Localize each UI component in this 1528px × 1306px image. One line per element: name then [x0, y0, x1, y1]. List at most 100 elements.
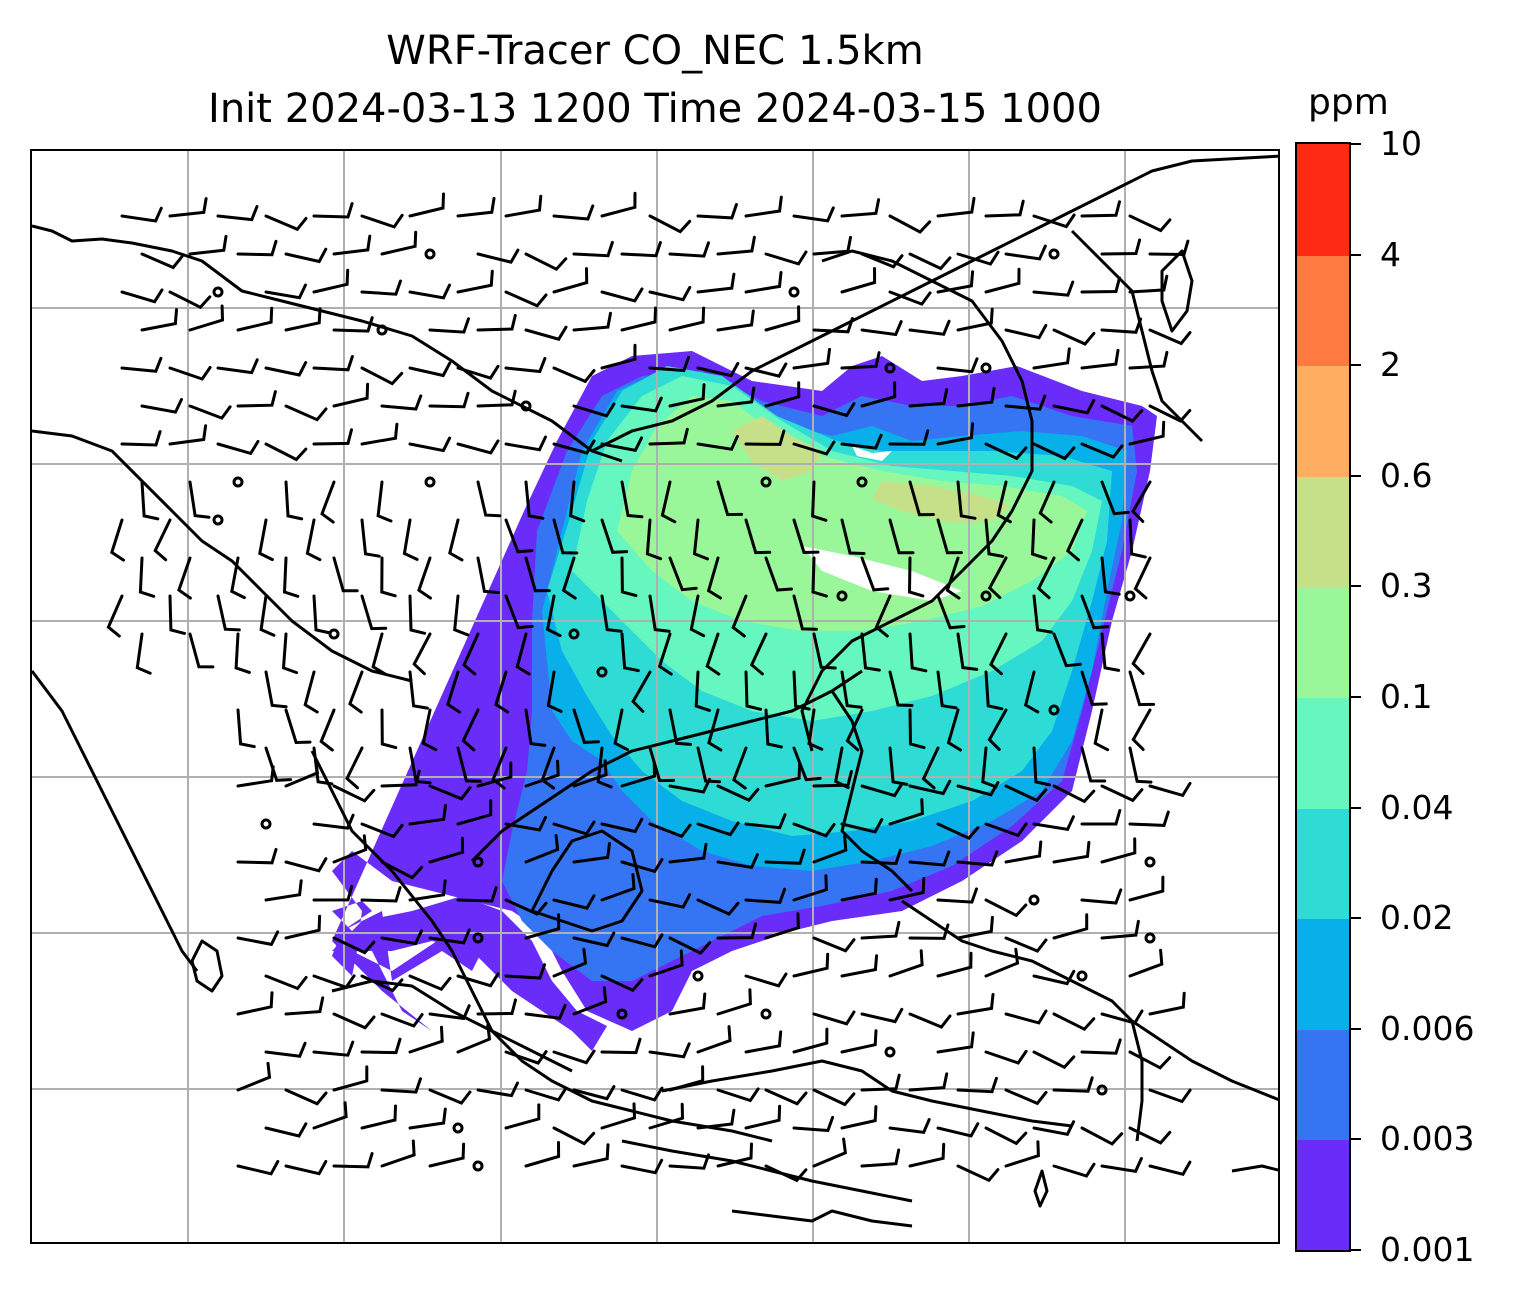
- wind-barb: [421, 708, 438, 752]
- wind-barb: [811, 480, 828, 522]
- wind-barb: [572, 240, 614, 258]
- wind-barb: [648, 949, 684, 978]
- colorbar-tick: [1351, 474, 1361, 477]
- wind-barb: [120, 356, 163, 373]
- wind-barb: [264, 361, 308, 377]
- wind-barb: [572, 311, 612, 332]
- wind-barb: [408, 436, 452, 453]
- wind-barb: [1080, 1038, 1122, 1055]
- colorbar-segment: [1297, 1028, 1349, 1141]
- wind-barb: [984, 518, 1005, 558]
- wind-barb: [936, 196, 976, 218]
- colorbar-segment: [1297, 807, 1349, 920]
- wind-barb: [1128, 274, 1169, 294]
- wind-barb: [476, 480, 502, 518]
- wind-barb: [792, 1115, 835, 1133]
- wind-barb: [936, 422, 975, 446]
- wind-barb: [1038, 480, 1056, 524]
- wind-barb: [332, 1152, 374, 1169]
- wind-barb: [332, 784, 376, 803]
- wind-barb: [945, 556, 961, 600]
- wind-barb: [1128, 518, 1147, 559]
- calm-wind-marker: [1144, 932, 1156, 944]
- wind-barb: [764, 762, 802, 788]
- wind-barb: [408, 879, 447, 902]
- wind-barb: [744, 972, 788, 988]
- wind-barb: [696, 203, 738, 220]
- wind-barb: [620, 1158, 664, 1175]
- wind-barb: [860, 782, 904, 798]
- calm-wind-marker: [424, 248, 436, 260]
- wind-barb: [504, 1103, 541, 1130]
- wind-barb: [504, 594, 534, 630]
- wind-barb: [456, 196, 496, 218]
- wind-barb: [744, 518, 772, 555]
- wind-barb: [1148, 1088, 1192, 1104]
- calm-wind-marker: [260, 818, 272, 830]
- wind-barb: [1080, 809, 1122, 826]
- wind-barb: [812, 770, 853, 788]
- calm-wind-marker: [1096, 1084, 1108, 1096]
- wind-barb: [524, 1086, 568, 1102]
- wind-barb: [812, 235, 852, 256]
- wind-barb: [696, 434, 739, 451]
- wind-barb: [705, 632, 721, 676]
- wind-barb: [936, 357, 979, 374]
- wind-barb: [668, 383, 706, 408]
- wind-barb: [552, 204, 595, 221]
- wind-barb: [1080, 200, 1121, 218]
- colorbar-tick-label: 0.02: [1380, 898, 1454, 938]
- wind-barb: [600, 974, 644, 993]
- wind-barb: [446, 670, 462, 714]
- calm-wind-marker: [856, 476, 868, 488]
- wind-barb: [860, 320, 903, 337]
- wind-barb: [524, 834, 560, 864]
- wind-barb: [888, 429, 930, 446]
- calm-wind-marker: [376, 324, 388, 336]
- wind-barb: [744, 429, 786, 446]
- wind-barb: [1032, 969, 1076, 986]
- colorbar-tick-label: 0.3: [1380, 566, 1433, 606]
- chart-title-line1: WRF-Tracer CO_NEC 1.5km: [386, 28, 924, 74]
- wind-barb: [303, 670, 319, 714]
- wind-barb: [264, 1041, 307, 1058]
- wind-barb: [956, 250, 1000, 266]
- wind-barb: [153, 518, 172, 562]
- wind-barb: [236, 765, 275, 788]
- wind-barb: [996, 480, 1012, 524]
- wind-barb: [908, 319, 951, 336]
- wind-barb: [668, 708, 693, 746]
- wind-barb: [764, 848, 806, 865]
- wind-barb: [476, 1081, 519, 1098]
- wind-barb: [264, 283, 307, 300]
- wind-barb: [1128, 420, 1166, 446]
- wind-barb: [648, 214, 692, 234]
- wind-barb: [332, 316, 374, 333]
- wind-barb: [936, 594, 966, 630]
- wind-barb: [456, 269, 494, 294]
- wind-barb: [476, 998, 517, 1016]
- wind-barb: [620, 632, 640, 673]
- wind-barb: [448, 518, 464, 562]
- wind-barb: [1100, 238, 1142, 256]
- wind-barb: [345, 746, 364, 790]
- wind-barb: [812, 1010, 856, 1026]
- wind-barb: [188, 480, 211, 519]
- wind-barb: [456, 886, 498, 903]
- wind-barb: [936, 951, 973, 978]
- wind-barb: [984, 898, 1028, 918]
- wind-barb: [620, 306, 657, 332]
- wind-barb: [840, 351, 881, 370]
- wind-barb: [689, 594, 706, 638]
- wind-barb: [168, 366, 212, 381]
- wind-barb: [668, 241, 710, 258]
- wind-barb: [908, 632, 928, 673]
- wind-barb: [524, 480, 545, 520]
- wind-barb: [792, 670, 811, 711]
- wind-barb: [908, 850, 951, 867]
- wind-barb: [264, 1122, 308, 1138]
- wind-barb: [792, 594, 818, 631]
- wind-barb: [236, 306, 274, 332]
- wind-barb: [668, 992, 707, 1016]
- wind-barb: [792, 874, 828, 902]
